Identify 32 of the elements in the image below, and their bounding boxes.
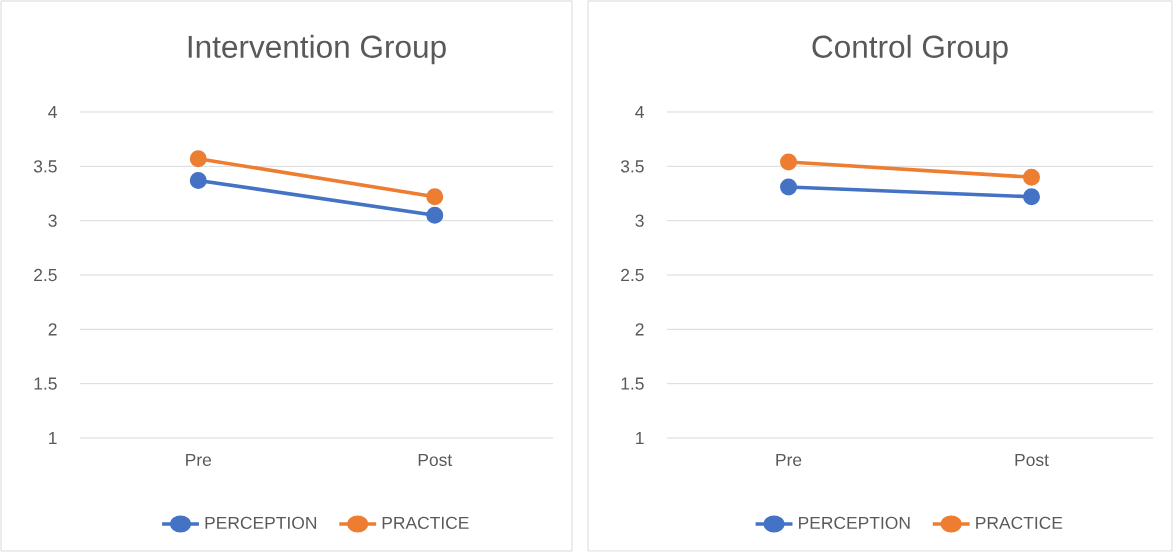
y-tick-label: 2.5 — [621, 268, 644, 282]
point — [780, 178, 798, 196]
y-tick-label: 2.5 — [34, 268, 57, 282]
y-tick-label: 4 — [48, 106, 57, 118]
legend-label: PERCEPTION — [799, 516, 910, 530]
legend-label: PERCEPTION — [205, 516, 317, 530]
y-tick-label: 3.5 — [33, 160, 57, 173]
point — [189, 150, 207, 168]
chart-title: Intervention Group — [188, 34, 446, 65]
point — [780, 153, 798, 171]
chart-title: Control Group — [812, 34, 1008, 65]
point — [189, 171, 207, 189]
legend-label: PRACTICE — [976, 516, 1063, 530]
x-tick-label: Post — [1015, 453, 1049, 467]
y-tick-label: 3 — [635, 214, 644, 227]
y-tick-label: 1.5 — [34, 377, 57, 390]
point — [1023, 188, 1041, 206]
point — [426, 188, 444, 206]
y-tick-label: 1 — [636, 432, 644, 444]
x-tick-label: Pre — [186, 453, 212, 467]
y-tick-label: 1.5 — [621, 377, 644, 390]
y-tick-label: 4 — [635, 106, 644, 118]
y-tick-label: 3 — [48, 214, 57, 227]
legend-label: PRACTICE — [382, 516, 469, 530]
y-tick-label: 2 — [635, 323, 644, 336]
x-tick-label: Post — [418, 453, 453, 467]
point — [426, 206, 444, 224]
y-tick-label: 2 — [48, 323, 57, 336]
x-tick-label: Pre — [776, 453, 802, 467]
y-tick-label: 3.5 — [620, 160, 644, 173]
y-tick-label: 1 — [49, 432, 57, 444]
point — [1023, 168, 1041, 186]
